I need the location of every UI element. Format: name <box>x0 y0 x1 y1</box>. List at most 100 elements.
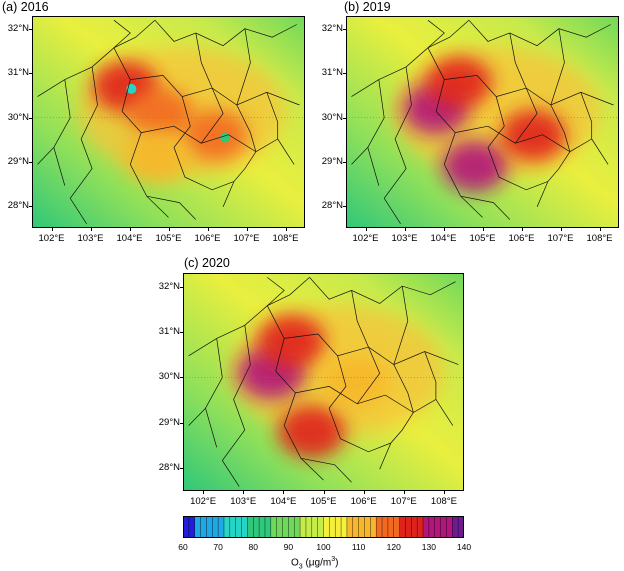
colorbar-cell <box>194 516 201 538</box>
colorbar-cell <box>305 516 313 538</box>
panel-c-map <box>183 273 464 491</box>
colorbar-cell <box>253 516 260 538</box>
lat-label: 28°N <box>321 199 343 211</box>
colorbar-cell <box>382 516 389 538</box>
lat-tick <box>343 29 346 31</box>
colorbar-cell <box>276 516 283 538</box>
colorbar-cell <box>335 516 342 538</box>
colorbar-cell <box>235 516 242 538</box>
lon-label: 107°E <box>390 496 417 507</box>
colorbar-cell <box>393 516 400 538</box>
lon-label: 102°E <box>190 496 217 507</box>
colorbar-cell <box>294 516 301 538</box>
colorbar-cell <box>264 516 272 538</box>
lon-label: 106°E <box>194 233 221 244</box>
lat-label: 32°N <box>158 280 180 292</box>
lat-tick <box>180 332 183 334</box>
colorbar-cell <box>218 516 225 538</box>
colorbar-cell <box>452 516 459 538</box>
low-spot-0 <box>126 83 137 94</box>
lon-tick <box>363 491 365 494</box>
panel-a-title: (a) 2016 <box>2 0 49 14</box>
colorbar-cell <box>188 516 196 538</box>
colorbar-cell <box>376 516 383 538</box>
lon-tick <box>129 228 131 231</box>
lat-label: 29°N <box>321 155 343 167</box>
colorbar-tick-label: 90 <box>283 542 294 552</box>
colorbar-cell <box>411 516 418 538</box>
colorbar <box>183 516 464 538</box>
colorbar-title-unit: (μg/m <box>305 557 332 569</box>
hotspot-3 <box>321 355 390 409</box>
colorbar-cell <box>446 516 453 538</box>
lon-label: 105°E <box>155 233 182 244</box>
colorbar-cell <box>329 516 336 538</box>
colorbar-title-main: O <box>291 557 299 569</box>
lon-tick <box>243 491 245 494</box>
colorbar-cell <box>183 516 190 538</box>
boundary-lines <box>37 19 300 224</box>
colorbar-cell <box>229 516 236 538</box>
colorbar-cell <box>346 516 354 538</box>
hotspot-1 <box>127 87 194 139</box>
colorbar-tick-label: 60 <box>178 542 188 552</box>
colorbar-cell <box>223 516 231 538</box>
panel-c-title: (c) 2020 <box>184 256 230 270</box>
lon-label: 108°E <box>586 233 613 244</box>
lon-label: 107°E <box>547 233 574 244</box>
hotspot-1 <box>426 56 492 108</box>
lat-tick <box>180 377 183 379</box>
lon-label: 105°E <box>469 233 496 244</box>
lat-label: 29°N <box>7 155 29 167</box>
colorbar-cell <box>288 516 295 538</box>
colorbar-cell <box>423 516 430 538</box>
lon-label: 102°E <box>352 233 379 244</box>
lon-tick <box>443 491 445 494</box>
hotspot-1 <box>257 314 326 368</box>
lon-label: 103°E <box>230 496 257 507</box>
lon-tick <box>323 491 325 494</box>
colorbar-cell <box>387 516 395 538</box>
lon-tick <box>599 228 601 231</box>
colorbar-cell <box>352 516 359 538</box>
lon-tick <box>90 228 92 231</box>
lat-tick <box>180 422 183 424</box>
colorbar-cell <box>300 516 307 538</box>
colorbar-tick-label: 140 <box>456 542 472 552</box>
lat-tick <box>180 468 183 470</box>
lat-tick <box>29 117 32 119</box>
lon-label: 103°E <box>391 233 418 244</box>
lat-label: 28°N <box>7 199 29 211</box>
colorbar-cell <box>358 516 365 538</box>
lat-label: 32°N <box>321 23 343 35</box>
lat-label: 31°N <box>321 67 343 79</box>
lat-tick <box>343 205 346 207</box>
lat-tick <box>29 29 32 31</box>
lon-label: 108°E <box>272 233 299 244</box>
lat-tick <box>343 161 346 163</box>
map-frame <box>183 273 464 491</box>
lon-label: 106°E <box>350 496 377 507</box>
colorbar-tick-label: 110 <box>351 542 366 552</box>
lon-tick <box>168 228 170 231</box>
lon-tick <box>443 228 445 231</box>
lat-tick <box>343 117 346 119</box>
colorbar-cell <box>317 516 324 538</box>
lon-tick <box>246 228 248 231</box>
lon-tick <box>285 228 287 231</box>
lat-tick <box>29 161 32 163</box>
colorbar-cell <box>311 516 318 538</box>
colorbar-cell <box>428 516 436 538</box>
lon-tick <box>404 228 406 231</box>
lat-tick <box>29 73 32 75</box>
lon-tick <box>482 228 484 231</box>
colorbar-cell <box>323 516 330 538</box>
lat-label: 30°N <box>321 111 343 123</box>
hotspot-3 <box>124 131 190 183</box>
colorbar-cell <box>282 516 289 538</box>
colorbar-tick-label: 120 <box>386 542 401 552</box>
colorbar-cell <box>200 516 207 538</box>
lon-tick <box>521 228 523 231</box>
colorbar-cell <box>364 516 371 538</box>
hotspot-2 <box>182 109 249 161</box>
